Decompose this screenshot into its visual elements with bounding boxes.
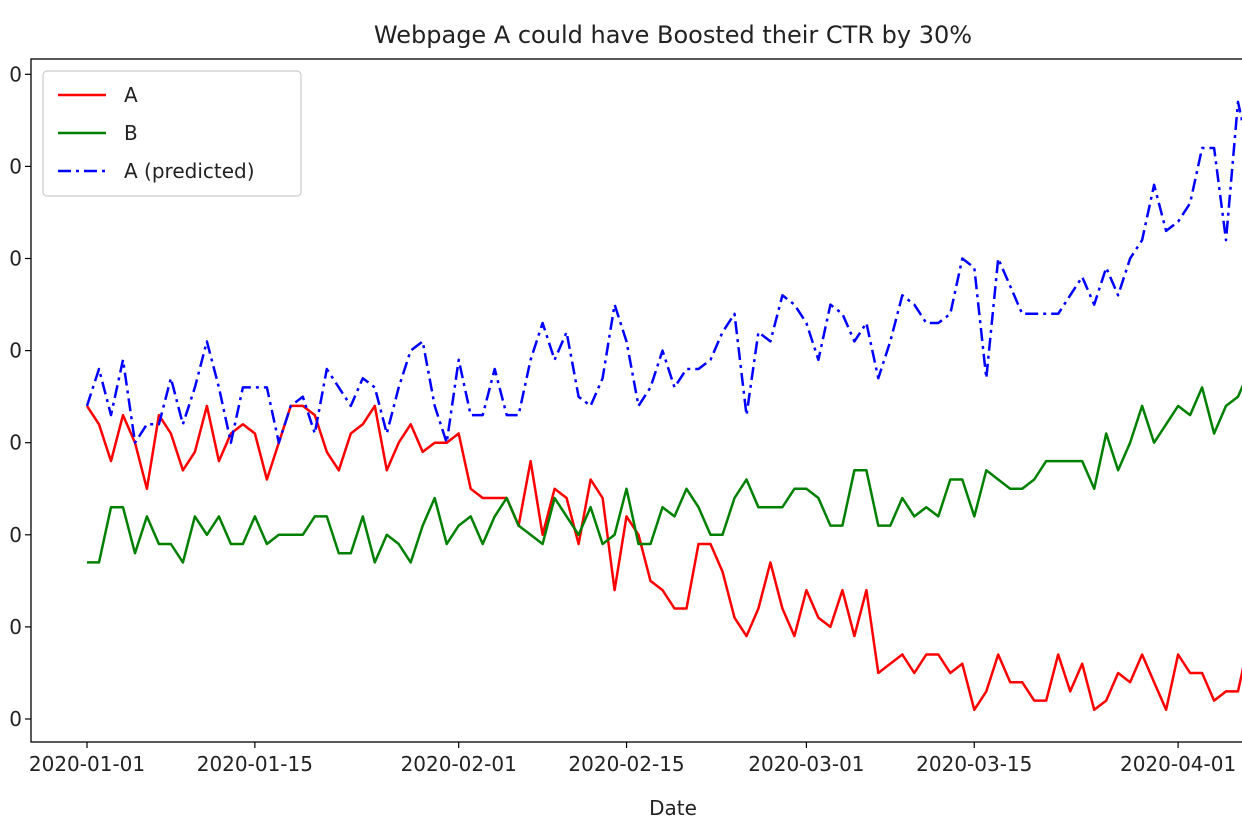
y-tick-label: 0 xyxy=(9,523,22,547)
legend-label: A xyxy=(124,83,138,107)
legend-box xyxy=(42,70,302,197)
x-tick-label: 2020-02-15 xyxy=(568,752,684,776)
x-tick-label: 2020-02-01 xyxy=(401,752,517,776)
y-tick-label: 0 xyxy=(9,431,22,455)
x-axis-label: Date xyxy=(649,796,697,820)
plot-frame xyxy=(30,58,1242,743)
chart-title: Webpage A could have Boosted their CTR b… xyxy=(374,21,972,49)
y-tick-label: 0 xyxy=(9,707,22,731)
series-line-2 xyxy=(85,100,1242,444)
x-tick-label: 2020-03-15 xyxy=(916,752,1032,776)
x-tick-label: 2020-01-15 xyxy=(197,752,313,776)
y-axis-ticks: 0 0 0 0 0 0 0 0 xyxy=(9,62,31,731)
x-tick-label: 2020-03-01 xyxy=(748,752,864,776)
x-axis-ticks: 2020-01-01 2020-01-15 2020-02-01 2020-02-15… xyxy=(29,742,1236,776)
legend-label: B xyxy=(124,121,138,145)
legend-label: A (predicted) xyxy=(124,159,255,183)
plot-lines xyxy=(85,100,1242,712)
y-tick-label: 0 xyxy=(9,62,22,86)
x-tick-label: 2020-01-01 xyxy=(29,752,145,776)
y-tick-label: 0 xyxy=(9,615,22,639)
x-tick-label: 2020-04-01 xyxy=(1120,752,1236,776)
y-tick-label: 0 xyxy=(9,154,22,178)
series-line-1 xyxy=(87,384,1242,564)
y-tick-label: 0 xyxy=(9,339,22,363)
series-line-0 xyxy=(85,404,1242,712)
legend: AB A (predicted) xyxy=(42,70,302,197)
y-tick-label: 0 xyxy=(9,247,22,271)
